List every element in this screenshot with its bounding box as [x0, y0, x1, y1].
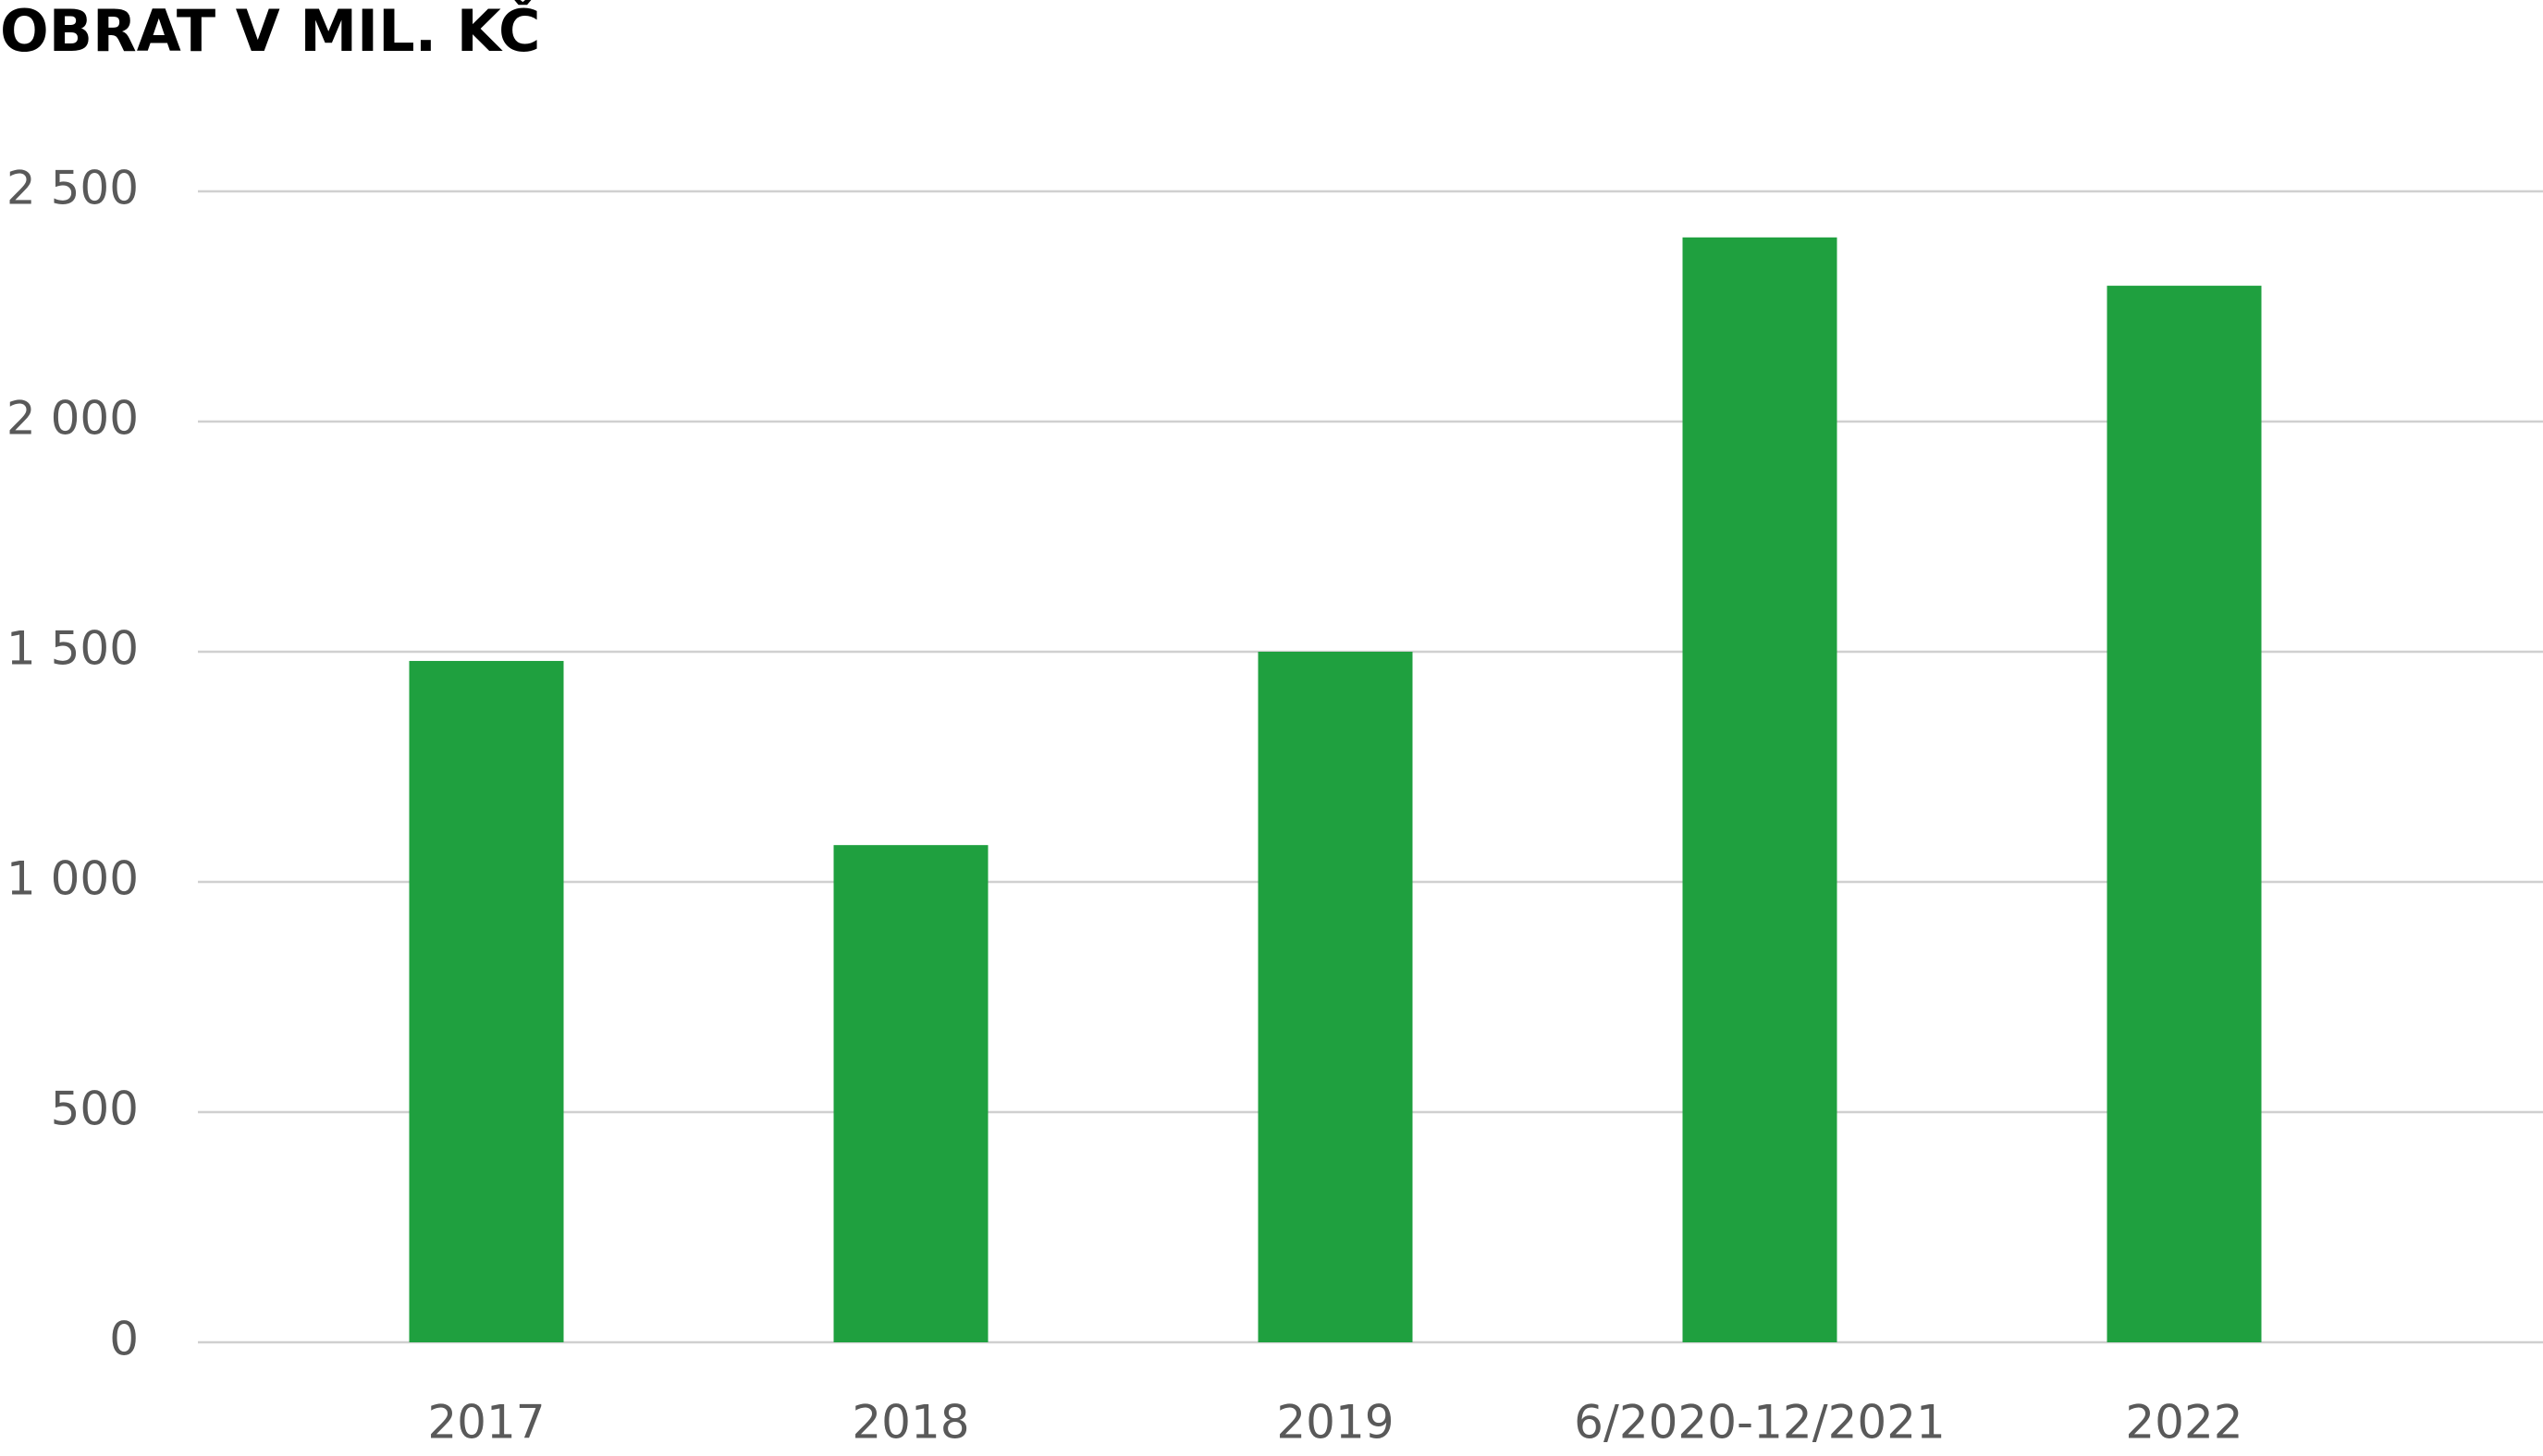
y-tick-label: 0 — [109, 1313, 139, 1366]
x-tick-label: 2018 — [852, 1396, 969, 1450]
bar — [833, 845, 989, 1342]
bar — [409, 660, 564, 1342]
y-tick-label: 2 000 — [6, 392, 139, 446]
x-tick-label: 2019 — [1276, 1396, 1394, 1450]
y-tick-label: 1 500 — [6, 622, 139, 676]
bar — [1682, 237, 1837, 1342]
y-tick-label: 1 000 — [6, 852, 139, 906]
x-tick-label: 2017 — [427, 1396, 545, 1450]
y-tick-label: 500 — [51, 1083, 139, 1136]
y-tick-label: 2 500 — [6, 162, 139, 215]
bar — [1258, 652, 1413, 1342]
x-tick-label: 2022 — [2125, 1396, 2242, 1450]
x-tick-label: 6/2020-12/2021 — [1574, 1396, 1946, 1450]
chart-title: OBRAT V MIL. KČ — [0, 0, 541, 65]
bar — [2107, 286, 2262, 1343]
